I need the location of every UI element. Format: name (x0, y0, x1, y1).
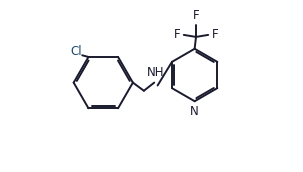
Text: Cl: Cl (71, 45, 82, 58)
Text: F: F (193, 9, 199, 22)
Text: NH: NH (147, 66, 164, 79)
Text: F: F (174, 28, 181, 41)
Text: F: F (211, 28, 218, 41)
Text: N: N (189, 105, 198, 119)
